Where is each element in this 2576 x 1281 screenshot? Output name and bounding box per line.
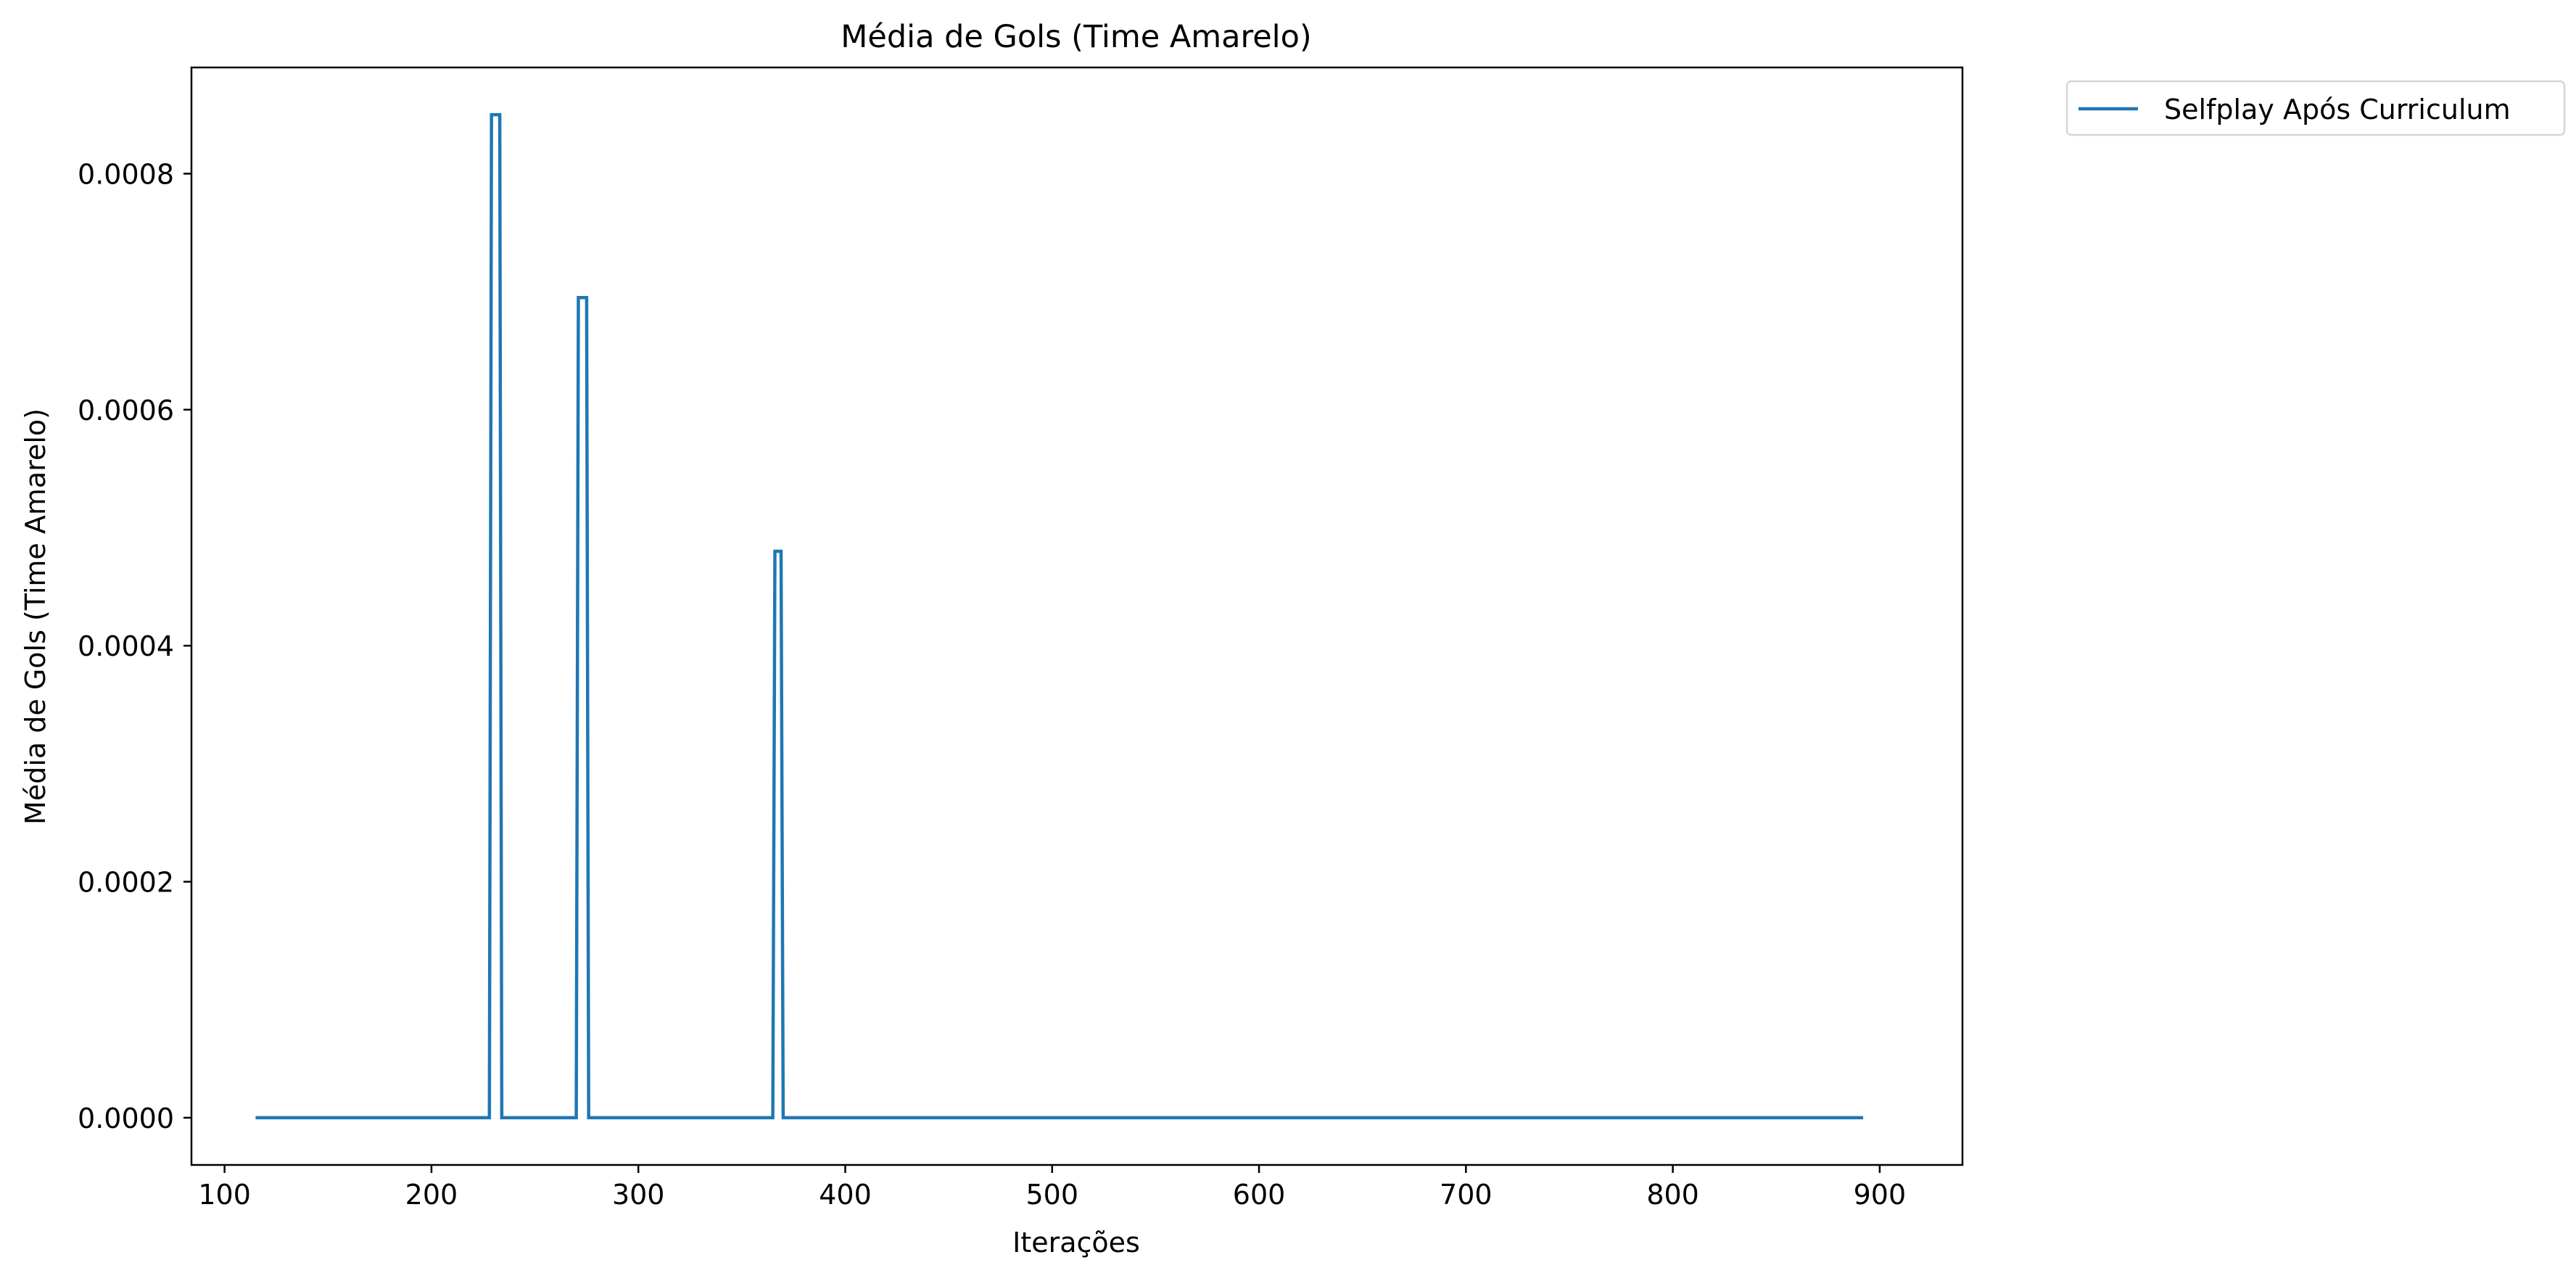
y-axis-label: Média de Gols (Time Amarelo) [20, 408, 51, 825]
x-axis-ticks: 100 200 300 400 500 600 700 800 900 [198, 1165, 1906, 1211]
x-tick-label: 400 [819, 1179, 872, 1211]
legend-box [2065, 80, 2566, 136]
x-tick-label: 500 [1026, 1179, 1079, 1211]
y-tick-label: 0.0006 [78, 395, 174, 427]
y-tick-label: 0.0004 [78, 630, 174, 662]
chart-title: Média de Gols (Time Amarelo) [841, 19, 1311, 55]
x-tick-label: 800 [1646, 1179, 1699, 1211]
y-axis-ticks: 0.0000 0.0002 0.0004 0.0006 0.0008 [78, 158, 191, 1134]
y-tick-label: 0.0008 [78, 158, 174, 190]
x-tick-label: 700 [1440, 1179, 1493, 1211]
x-tick-label: 300 [612, 1179, 665, 1211]
x-tick-label: 600 [1233, 1179, 1286, 1211]
series-layer [255, 112, 1864, 1120]
series-line [255, 112, 1864, 1120]
y-tick-label: 0.0002 [78, 867, 174, 899]
legend: Selfplay Após Curriculum [2065, 80, 2566, 136]
legend-label: Selfplay Após Curriculum [2164, 94, 2511, 125]
y-tick-label: 0.0000 [78, 1103, 174, 1134]
plot-area-frame [190, 66, 1964, 1166]
x-tick-label: 200 [405, 1179, 458, 1211]
x-tick-label: 900 [1854, 1179, 1907, 1211]
x-axis-label: Iterações [1012, 1227, 1140, 1259]
x-tick-label: 100 [198, 1179, 251, 1211]
